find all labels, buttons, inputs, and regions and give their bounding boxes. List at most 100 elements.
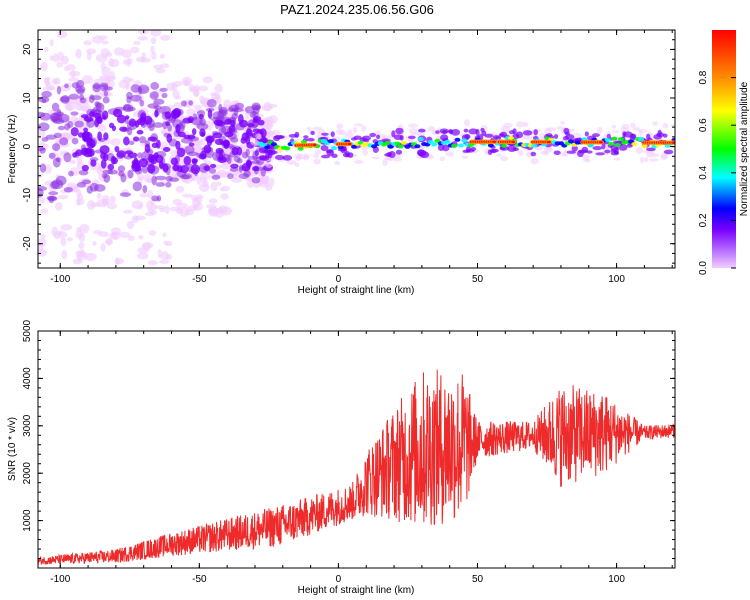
spectrogram-blob xyxy=(662,133,668,138)
spectrogram-blob xyxy=(431,142,438,147)
spectrogram-blob xyxy=(130,46,140,54)
spectrogram-blob xyxy=(533,129,539,136)
spectrogram-blob xyxy=(517,150,524,156)
spectrogram-blob xyxy=(259,180,271,188)
spectrogram-blob xyxy=(164,205,170,214)
spectrogram-blob xyxy=(119,192,132,197)
spectrogram-blob xyxy=(141,51,147,62)
spectrogram-blob xyxy=(141,165,149,174)
spectrogram-blob xyxy=(361,125,367,132)
spectrogram-blob xyxy=(83,148,93,158)
spectrogram-blob xyxy=(212,132,223,139)
spectrogram-blob xyxy=(56,30,68,39)
spectrogram-blob xyxy=(265,163,273,168)
spectrogram-blob xyxy=(130,94,142,102)
spectrogram-blob xyxy=(442,144,450,152)
spectrogram-blob xyxy=(159,207,166,213)
spectrogram-blob xyxy=(41,137,49,142)
spectrogram-blob xyxy=(150,30,162,37)
spectrogram-blob xyxy=(271,129,281,136)
spectrogram-blob xyxy=(303,135,309,139)
spectrogram-blob xyxy=(186,108,195,116)
spectrogram-blob xyxy=(83,134,89,143)
spectrogram-blob xyxy=(158,259,170,264)
spectrogram-blob xyxy=(245,148,250,158)
spectrogram-blob xyxy=(464,119,471,127)
spectrogram-blob xyxy=(202,76,213,84)
spectrogram-blob xyxy=(132,181,142,192)
spectrogram-blob xyxy=(147,163,156,174)
spectrogram-blob xyxy=(147,189,154,199)
spectrogram-blob xyxy=(326,148,334,156)
spectrogram-blob xyxy=(64,123,71,131)
spectrogram-blob xyxy=(251,176,261,184)
spectrogram-blob xyxy=(46,195,57,201)
spectrogram-blob xyxy=(170,150,179,156)
spectrogram-blob xyxy=(70,115,78,123)
spectrogram-blob xyxy=(114,257,120,265)
spectrogram-blob xyxy=(149,91,159,100)
spectrogram-blob xyxy=(376,134,381,140)
spectrogram-blob xyxy=(180,164,189,174)
spectrogram-blob xyxy=(151,195,159,202)
spectrogram-blob xyxy=(414,144,421,149)
spectrogram-blob xyxy=(110,138,121,146)
x-tick-label: -50 xyxy=(192,574,207,585)
spectrogram-blob xyxy=(38,185,47,191)
spectrogram-blob xyxy=(147,103,159,109)
spectrogram-blob xyxy=(258,154,267,161)
spectrogram-blob xyxy=(96,192,102,200)
spectrogram-heatmap xyxy=(38,30,675,266)
spectrogram-blob xyxy=(103,153,109,162)
spectrogram-blob xyxy=(393,156,402,162)
spectrogram-blob xyxy=(48,152,56,159)
spectrogram-blob xyxy=(150,51,157,60)
spectrogram-blob xyxy=(39,147,46,154)
spectrogram-blob xyxy=(127,235,135,242)
spectrogram-blob xyxy=(567,139,574,144)
spectrogram-blob xyxy=(102,96,110,104)
spectrogram-blob xyxy=(126,126,133,136)
spectrogram-blob xyxy=(584,131,589,137)
spectrogram-blob xyxy=(122,103,132,111)
spectrogram-blob xyxy=(645,150,654,158)
spectrogram-blob xyxy=(219,187,225,192)
spectrogram-blob xyxy=(395,127,404,135)
spectrogram-blob xyxy=(180,100,187,107)
spectrogram-blob xyxy=(101,173,108,179)
spectrogram-blob xyxy=(92,82,101,93)
spectrogram-blob xyxy=(83,127,89,132)
spectrogram-blob xyxy=(484,133,494,138)
spectrogram-blob xyxy=(156,139,161,149)
spectrogram-blob xyxy=(150,45,155,54)
spectrogram-blob xyxy=(100,159,107,169)
spectrogram-blob xyxy=(53,77,61,85)
spectrogram-blob xyxy=(530,151,537,157)
spectrogram-blob xyxy=(388,151,396,159)
spectrogram-blob xyxy=(214,83,223,94)
spectrogram-blob xyxy=(76,198,81,207)
spectrogram-blob xyxy=(137,35,149,41)
colorbar-tick-label: 0.2 xyxy=(698,213,709,227)
spectrogram-blob xyxy=(120,173,127,183)
spectrogram-blob xyxy=(159,34,171,41)
spectrogram-blob xyxy=(96,116,103,125)
spectrogram-blob xyxy=(136,252,149,260)
spectrogram-blob xyxy=(56,85,62,95)
spectrogram-blob xyxy=(147,260,158,266)
spectrogram-blob xyxy=(136,129,144,135)
spectrogram-blob xyxy=(52,53,59,63)
spectrogram-blob xyxy=(171,82,176,91)
spectrogram-blob xyxy=(247,123,255,128)
spectrogram-blob xyxy=(165,254,173,261)
spectrogram-blob xyxy=(98,35,108,40)
spectrogram-blob xyxy=(306,126,312,132)
spectrogram-blob xyxy=(417,136,424,141)
spectrogram-blob xyxy=(214,138,224,145)
spectrogram-blob xyxy=(170,157,178,166)
spectrogram-blob xyxy=(599,141,604,144)
spectrogram-blob xyxy=(417,128,426,133)
spectrogram-blob xyxy=(604,137,611,142)
spectrogram-blob xyxy=(508,130,515,135)
spectrogram-blob xyxy=(162,163,169,173)
